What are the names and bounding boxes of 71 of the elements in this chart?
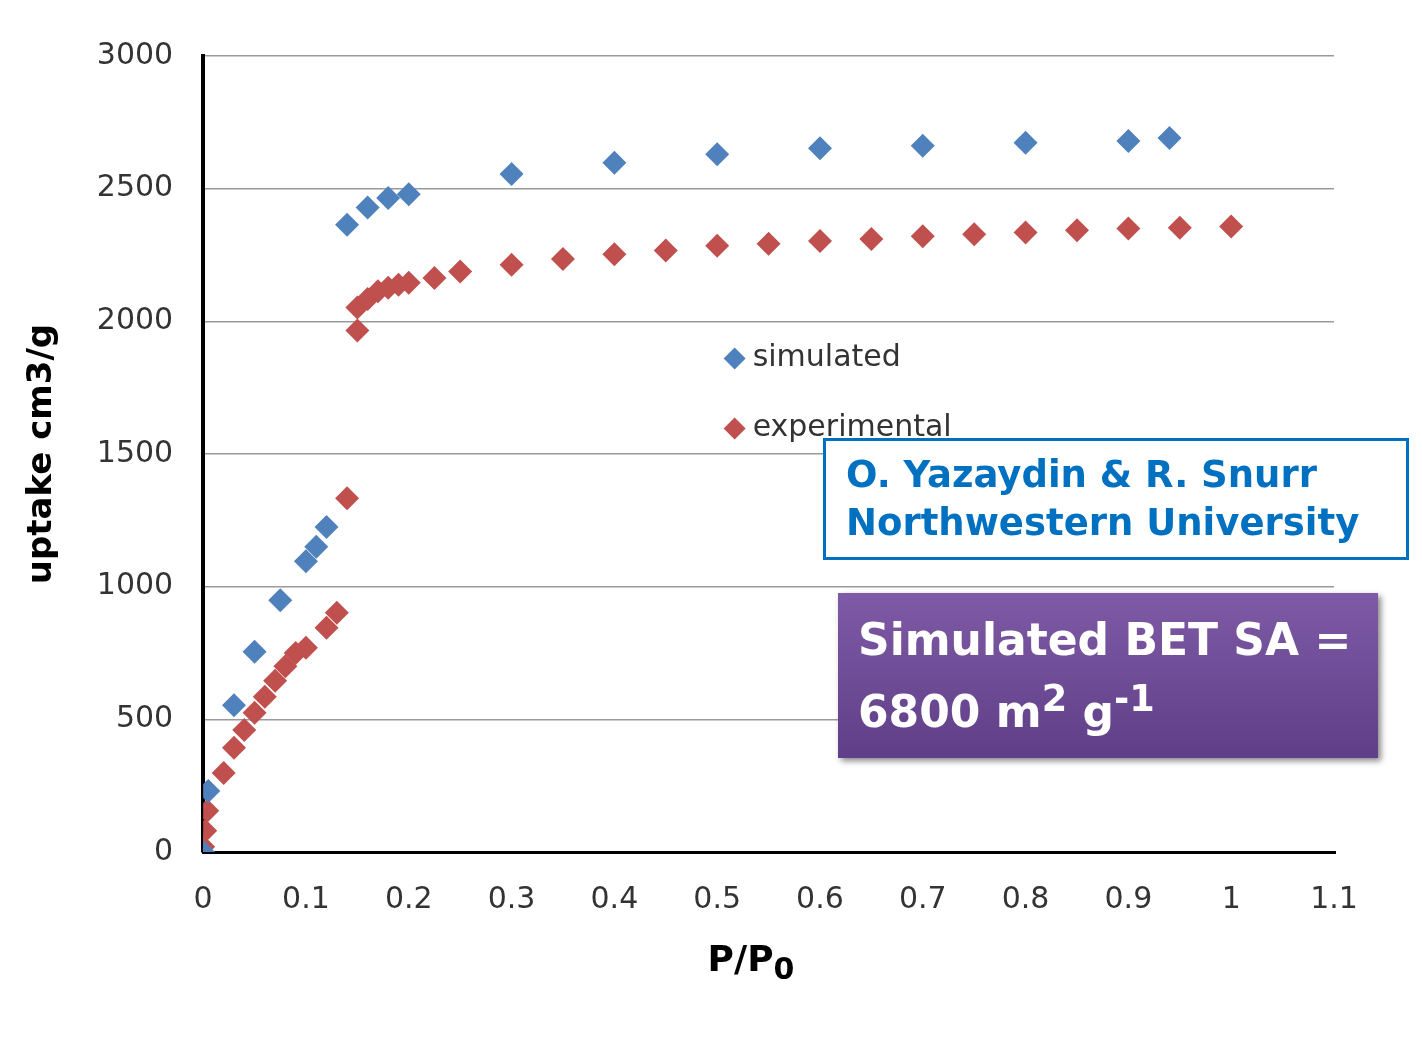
point: [335, 212, 360, 237]
y-tick-label: 0: [154, 831, 174, 867]
point: [324, 600, 349, 625]
annotation: Simulated BET SA = 6800 m$^{2}$ g$^{-1}$: [838, 593, 1378, 759]
x-tick-label: 0: [193, 879, 213, 915]
point: [705, 233, 730, 258]
y-tick-label: 2500: [96, 168, 174, 204]
point: [242, 639, 267, 664]
point: [376, 185, 401, 210]
point: [448, 259, 473, 284]
point: [314, 514, 339, 539]
point: [1219, 214, 1244, 239]
point: [1064, 218, 1089, 243]
point: [355, 195, 380, 220]
point: [335, 486, 360, 511]
x-tick-label: 0.8: [1001, 879, 1050, 915]
point: [859, 227, 884, 252]
point: [422, 266, 447, 291]
point: [396, 182, 421, 207]
point: [602, 150, 627, 175]
point: [602, 242, 627, 267]
x-tick-label: 0.9: [1104, 879, 1153, 915]
y-tick-label: 2000: [96, 301, 174, 337]
point: [232, 717, 257, 742]
point: [499, 162, 524, 187]
point: [756, 231, 781, 256]
point: [252, 684, 277, 709]
point: [550, 246, 575, 271]
annotation: O. Yazaydin & R. Snurr Northwestern University: [846, 453, 1360, 545]
point: [221, 735, 246, 760]
point: [1116, 216, 1141, 241]
point: [345, 318, 370, 343]
point: [807, 228, 832, 253]
x-tick-label: 0.6: [796, 879, 844, 915]
point: [314, 615, 339, 640]
y-tick-label: 3000: [96, 35, 174, 71]
point: [293, 549, 318, 574]
x-tick-label: 0.2: [384, 879, 433, 915]
point: [1013, 220, 1038, 245]
point: [705, 142, 730, 167]
x-tick-label: 0.3: [487, 879, 536, 915]
point: [1116, 128, 1141, 153]
x-tick-label: 1: [1221, 879, 1241, 915]
x-axis-title: P/P$_{0}$: [706, 938, 796, 987]
x-tick-label: 0.4: [590, 879, 639, 915]
y-tick-label: 1500: [96, 433, 174, 469]
x-tick-label: 0.7: [898, 879, 947, 915]
point: [1013, 130, 1038, 155]
point: [1157, 125, 1182, 150]
point: [242, 700, 267, 725]
point: [263, 668, 288, 693]
point: [268, 588, 293, 613]
x-tick-label: 0.1: [282, 879, 330, 915]
y-tick-label: 500: [115, 699, 174, 735]
point: [962, 222, 987, 247]
point: [211, 760, 236, 785]
legend-label: experimental: [752, 408, 952, 444]
point: [304, 534, 329, 559]
x-tick-label: 1.1: [1310, 879, 1358, 915]
x-tick-label: 0.5: [693, 879, 742, 915]
point: [221, 693, 246, 718]
y-tick-label: 1000: [96, 566, 174, 602]
point: [499, 252, 524, 277]
y-axis-title: uptake cm3/g: [19, 323, 60, 585]
point: [807, 136, 832, 161]
point: [273, 654, 298, 679]
point: [653, 238, 678, 263]
point: [1167, 215, 1192, 240]
legend-label: simulated: [752, 338, 901, 374]
point: [910, 133, 935, 158]
point: [910, 224, 935, 249]
